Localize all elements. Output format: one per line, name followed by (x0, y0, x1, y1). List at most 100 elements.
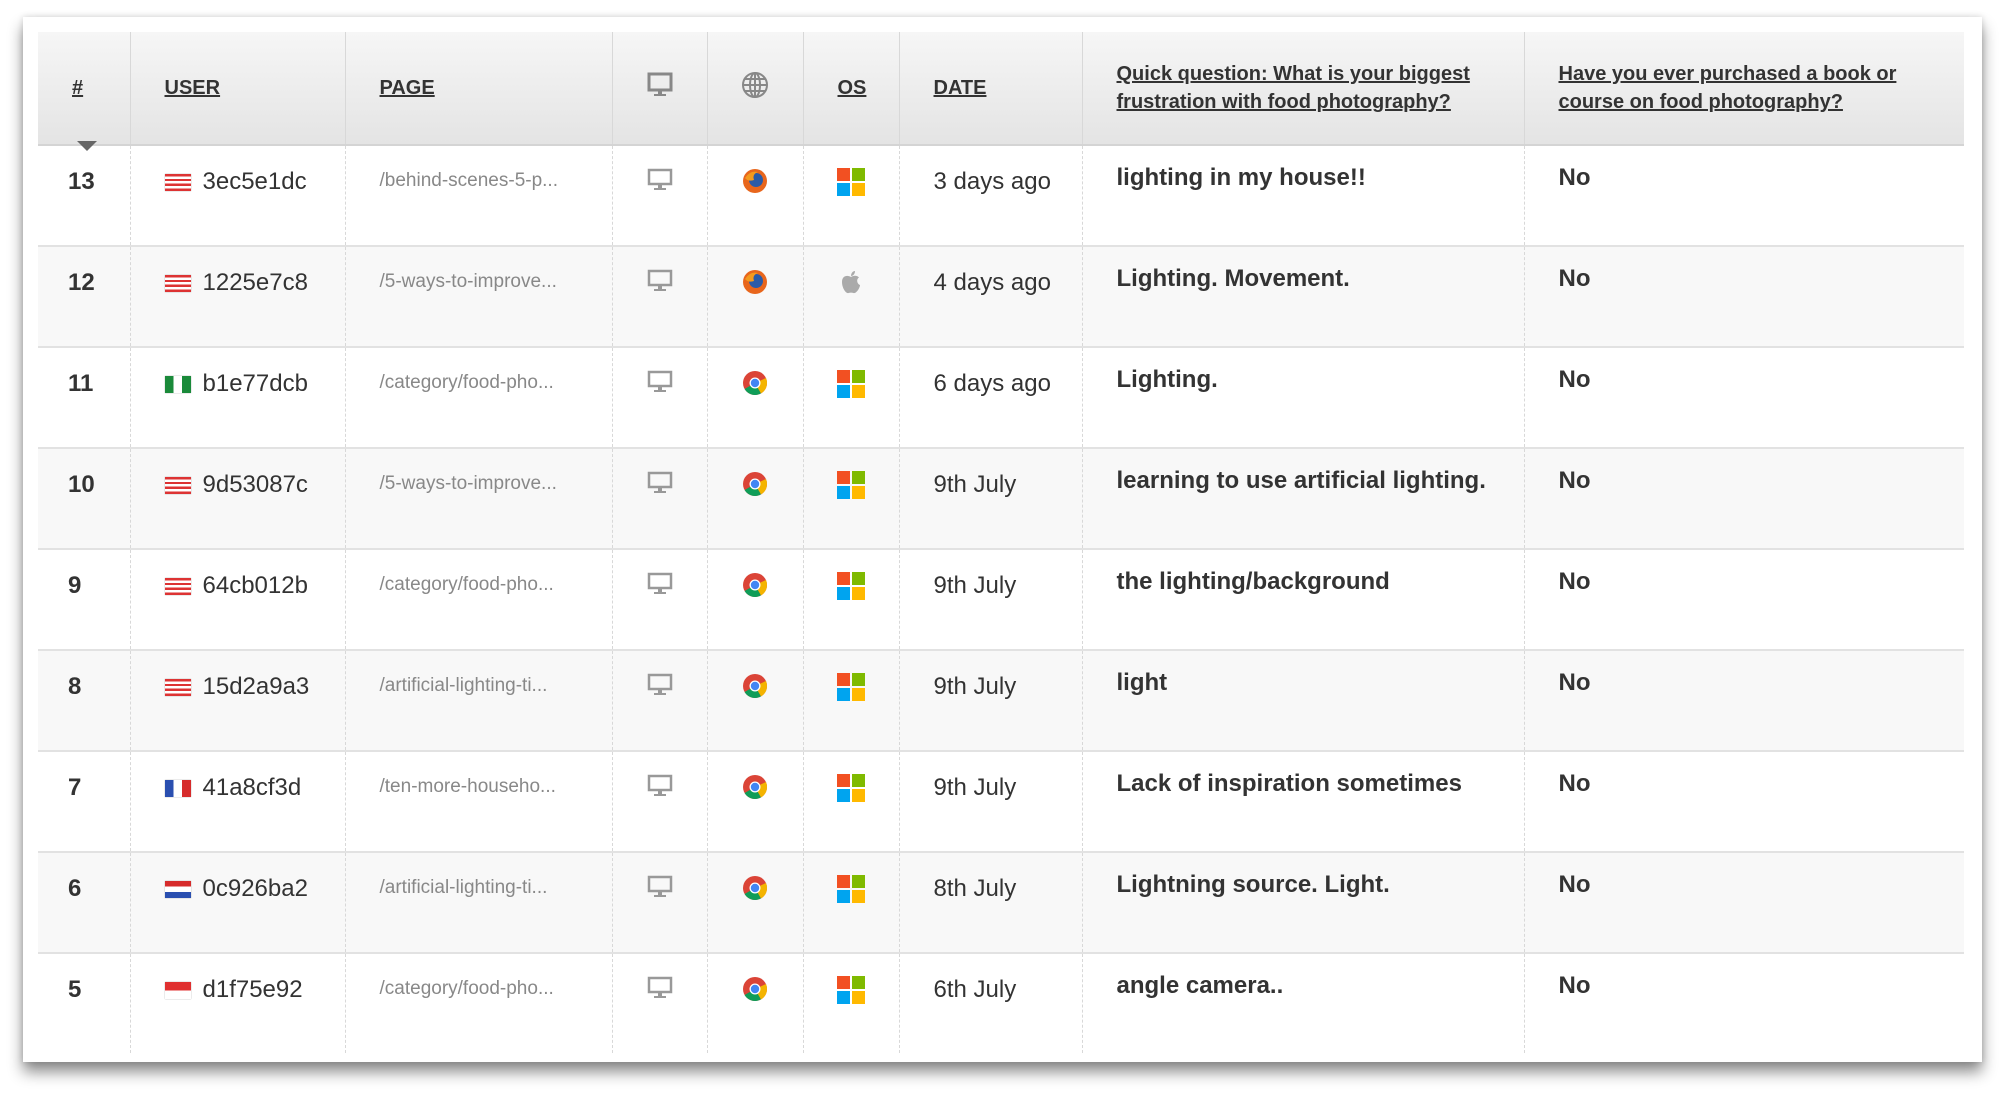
user-id[interactable]: 15d2a9a3 (202, 673, 310, 700)
page-cell[interactable]: /artificial-lighting-ti... (344, 649, 612, 751)
page-cell[interactable]: /category/food-pho... (344, 548, 612, 650)
col-question-1[interactable]: Quick question: What is your biggest fru… (1081, 32, 1524, 146)
table-row[interactable]: 6 0c926ba2 /artificial-lighting-ti... 8t… (38, 851, 1964, 953)
table-row[interactable]: 8 15d2a9a3 /artificial-lighting-ti... 9t… (38, 649, 1964, 751)
table-row[interactable]: 11 b1e77dcb /category/food-pho... 6 days… (38, 346, 1964, 448)
user-cell[interactable]: 41a8cf3d (129, 750, 345, 852)
os-cell (802, 447, 899, 549)
sort-question-2-link[interactable]: Have you ever purchased a book or course… (1558, 63, 1897, 113)
sort-num-link[interactable]: # (72, 76, 84, 99)
answer-1-cell: Lack of inspiration sometimes (1081, 750, 1524, 852)
globe-icon (742, 72, 768, 98)
page-path[interactable]: /artificial-lighting-ti... (379, 877, 548, 898)
answer-1-cell: Lighting. (1081, 346, 1524, 448)
col-user[interactable]: USER (129, 32, 345, 146)
answer-1: angle camera.. (1116, 972, 1284, 999)
page-path[interactable]: /artificial-lighting-ti... (379, 675, 548, 696)
flag-ng-icon (164, 375, 191, 393)
row-number: 12 (68, 269, 95, 296)
date: 3 days ago (933, 168, 1051, 195)
date: 9th July (933, 572, 1017, 599)
date-cell: 9th July (898, 750, 1082, 852)
user-cell[interactable]: 3ec5e1dc (129, 144, 345, 246)
user-id[interactable]: 9d53087c (202, 471, 308, 498)
answer-2-cell: No (1523, 245, 1964, 347)
date-cell: 6th July (898, 952, 1082, 1053)
col-browser[interactable] (706, 32, 803, 146)
table-row[interactable]: 10 9d53087c /5-ways-to-improve... 9th Ju… (38, 447, 1964, 549)
flag-us-icon (164, 577, 191, 595)
answer-2-cell: No (1523, 952, 1964, 1053)
date: 4 days ago (933, 269, 1051, 296)
sort-user-link[interactable]: USER (164, 76, 221, 99)
flag-fr-icon (164, 779, 191, 797)
flag-us-icon (164, 274, 191, 292)
row-number-cell: 6 (38, 851, 130, 953)
sort-page-link[interactable]: PAGE (379, 76, 435, 99)
user-cell[interactable]: d1f75e92 (129, 952, 345, 1053)
answer-2-cell: No (1523, 447, 1964, 549)
desktop-icon (647, 370, 672, 392)
browser-cell (706, 952, 803, 1053)
row-number: 5 (68, 976, 82, 1003)
col-page[interactable]: PAGE (344, 32, 612, 146)
col-date[interactable]: DATE (898, 32, 1082, 146)
table-row[interactable]: 9 64cb012b /category/food-pho... 9th Jul… (38, 548, 1964, 650)
user-cell[interactable]: 0c926ba2 (129, 851, 345, 953)
user-cell[interactable]: 15d2a9a3 (129, 649, 345, 751)
page-cell[interactable]: /category/food-pho... (344, 346, 612, 448)
page-path[interactable]: /5-ways-to-improve... (379, 473, 557, 494)
user-cell[interactable]: 64cb012b (129, 548, 345, 650)
user-id[interactable]: d1f75e92 (202, 976, 303, 1003)
page-cell[interactable]: /5-ways-to-improve... (344, 245, 612, 347)
page-path[interactable]: /5-ways-to-improve... (379, 271, 557, 292)
col-num[interactable]: # (38, 32, 130, 146)
answer-2: No (1558, 366, 1591, 393)
desktop-icon (647, 673, 672, 695)
os-cell (802, 952, 899, 1053)
user-id[interactable]: 3ec5e1dc (202, 168, 307, 195)
windows-icon (837, 168, 865, 196)
page-path[interactable]: /behind-scenes-5-p... (379, 170, 559, 191)
page-path[interactable]: /category/food-pho... (379, 372, 554, 393)
col-device[interactable] (611, 32, 707, 146)
sort-os-link[interactable]: OS (837, 76, 867, 99)
windows-icon (837, 875, 865, 903)
page-cell[interactable]: /5-ways-to-improve... (344, 447, 612, 549)
table-row[interactable]: 13 3ec5e1dc /behind-scenes-5-p... 3 days… (38, 144, 1964, 246)
chrome-icon (743, 876, 768, 901)
page-path[interactable]: /category/food-pho... (379, 574, 554, 595)
os-cell (802, 750, 899, 852)
table-row[interactable]: 5 d1f75e92 /category/food-pho... 6th Jul… (38, 952, 1964, 1053)
user-cell[interactable]: 1225e7c8 (129, 245, 345, 347)
col-os[interactable]: OS (802, 32, 899, 146)
windows-icon (837, 976, 865, 1004)
col-question-2[interactable]: Have you ever purchased a book or course… (1523, 32, 1964, 146)
date-cell: 3 days ago (898, 144, 1082, 246)
page-path[interactable]: /ten-more-househo... (379, 776, 556, 797)
user-id[interactable]: 64cb012b (202, 572, 308, 599)
user-cell[interactable]: 9d53087c (129, 447, 345, 549)
answer-1-cell: the lighting/background (1081, 548, 1524, 650)
answer-2: No (1558, 871, 1591, 898)
date: 6 days ago (933, 370, 1051, 397)
page-cell[interactable]: /artificial-lighting-ti... (344, 851, 612, 953)
answer-1: learning to use artificial lighting. (1116, 467, 1486, 494)
answer-2-cell: No (1523, 144, 1964, 246)
sort-question-1-link[interactable]: Quick question: What is your biggest fru… (1116, 63, 1470, 113)
sort-date-link[interactable]: DATE (933, 76, 987, 99)
page-cell[interactable]: /ten-more-househo... (344, 750, 612, 852)
flag-us-icon (164, 678, 191, 696)
page-cell[interactable]: /behind-scenes-5-p... (344, 144, 612, 246)
page-cell[interactable]: /category/food-pho... (344, 952, 612, 1053)
user-cell[interactable]: b1e77dcb (129, 346, 345, 448)
table-row[interactable]: 7 41a8cf3d /ten-more-househo... 9th July… (38, 750, 1964, 852)
row-number-cell: 10 (38, 447, 130, 549)
user-id[interactable]: b1e77dcb (202, 370, 308, 397)
user-id[interactable]: 1225e7c8 (202, 269, 308, 296)
user-id[interactable]: 41a8cf3d (202, 774, 302, 801)
page-path[interactable]: /category/food-pho... (379, 978, 554, 999)
windows-icon (837, 673, 865, 701)
user-id[interactable]: 0c926ba2 (202, 875, 308, 902)
table-row[interactable]: 12 1225e7c8 /5-ways-to-improve... 4 days… (38, 245, 1964, 347)
